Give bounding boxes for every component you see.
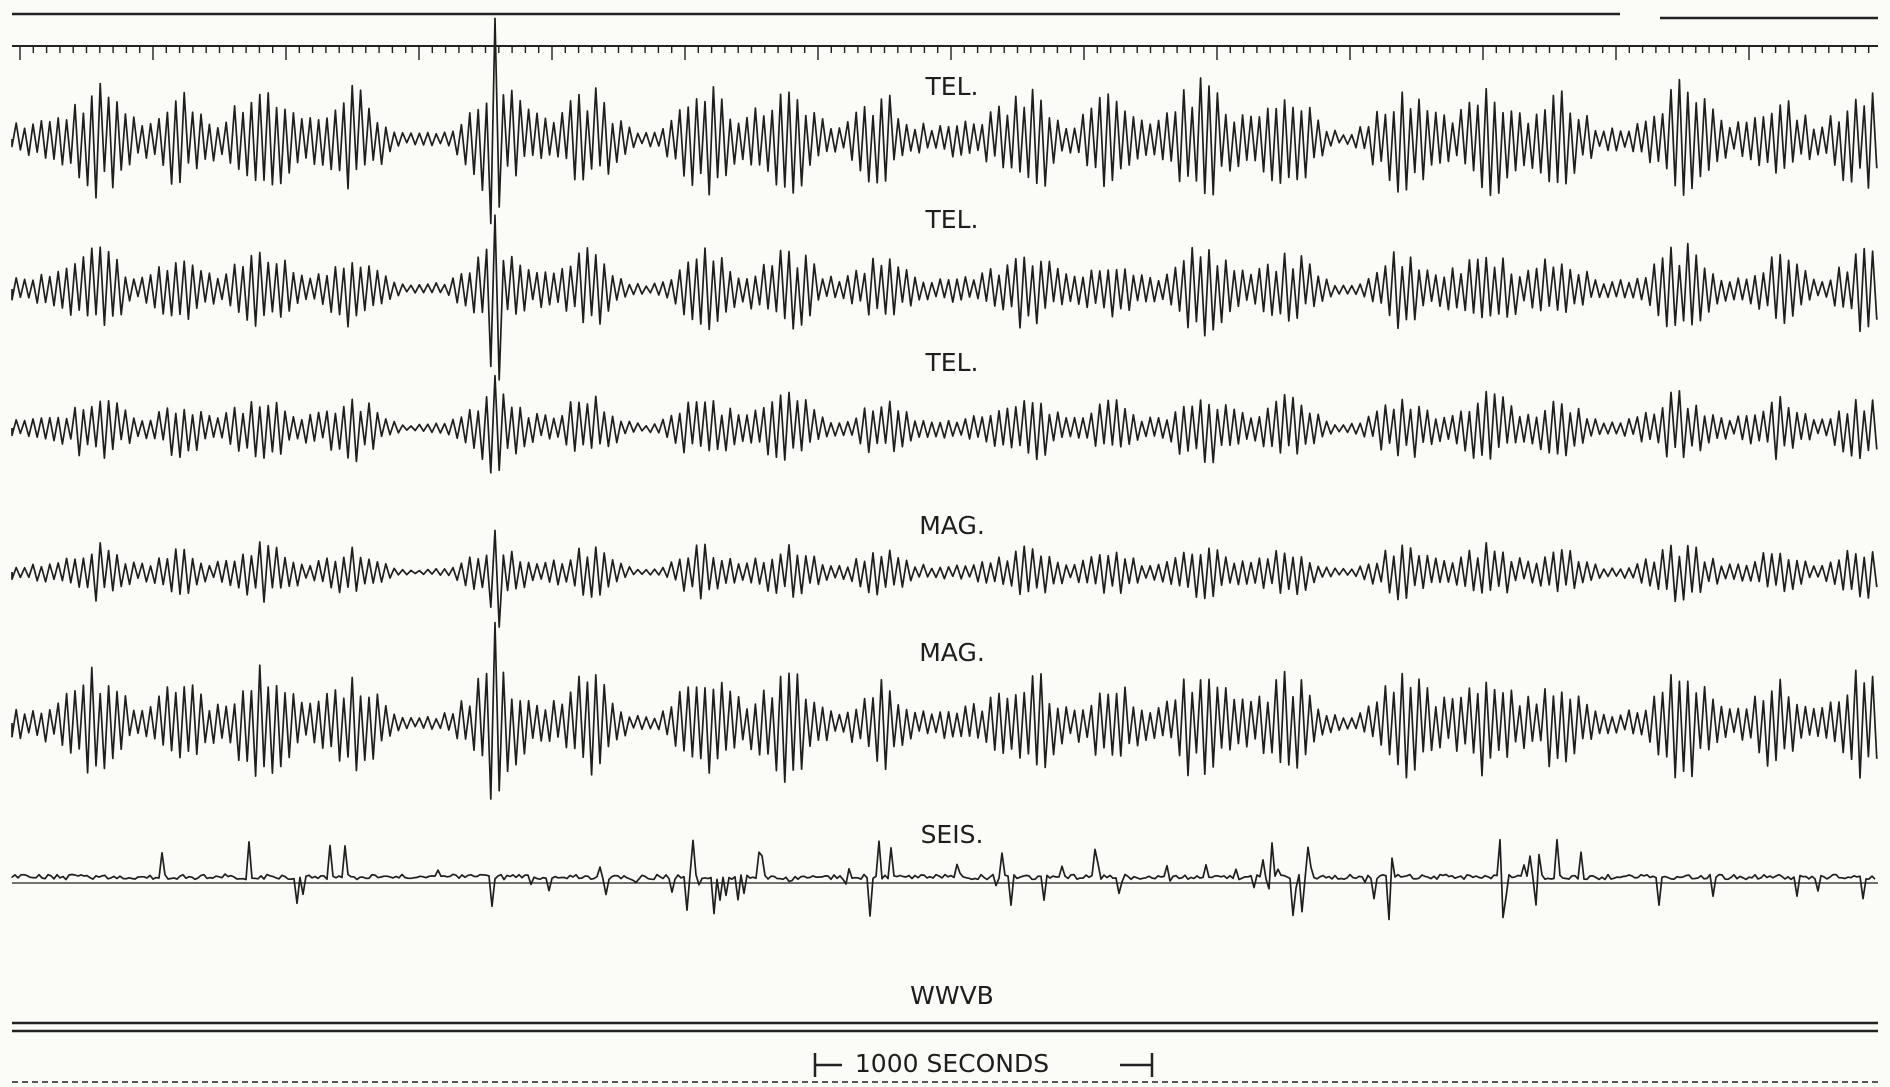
waveform [11,529,1878,628]
waveform [11,621,1878,800]
trace-label: TEL. [925,72,979,101]
waveform [11,17,1878,225]
scale-label: 1000 SECONDS [855,1049,1049,1078]
trace-label: MAG. [919,638,985,667]
trace-label: MAG. [919,511,985,540]
trace-label: WWVB [910,981,994,1010]
waveform [11,838,1876,921]
time-ticks [19,46,1870,60]
trace-label: TEL. [925,348,979,377]
trace-label: SEIS. [921,820,984,849]
trace-label: TEL. [925,205,979,234]
waveform [11,374,1878,474]
waveform [11,214,1878,381]
